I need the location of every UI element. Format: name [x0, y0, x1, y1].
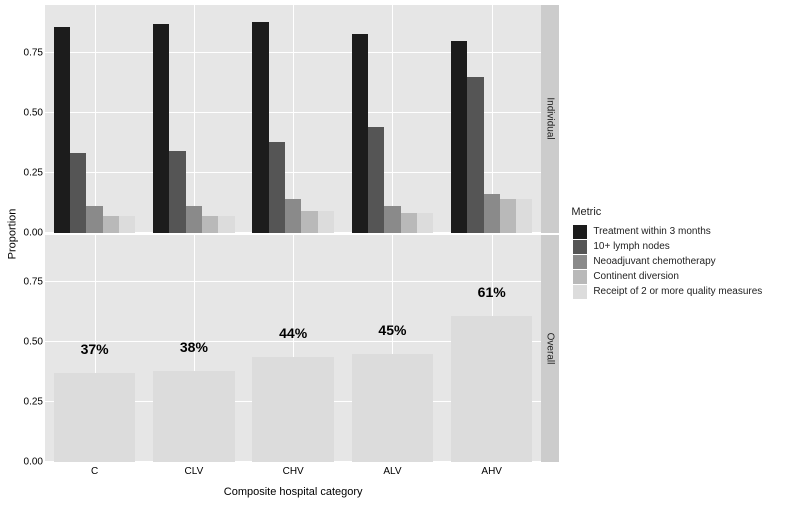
legend-item: Treatment within 3 months	[573, 225, 795, 239]
bar-value-label: 45%	[378, 322, 406, 338]
legend-item: Receipt of 2 or more quality measures	[573, 285, 795, 299]
strip-overall-text: Overall	[545, 332, 556, 364]
legend-item: 10+ lymph nodes	[573, 240, 795, 254]
legend-item: Continent diversion	[573, 270, 795, 284]
bar	[484, 194, 500, 232]
y-tick-label: 0.75	[13, 47, 43, 58]
x-axis-label: Composite hospital category	[224, 486, 363, 498]
legend-swatch	[573, 240, 587, 254]
x-tick-label: C	[91, 466, 98, 477]
legend-item: Neoadjuvant chemotherapy	[573, 255, 795, 269]
legend-title: Metric	[571, 206, 795, 218]
bar	[119, 216, 135, 233]
bar	[401, 213, 417, 232]
y-axis-bottom: 0.000.250.500.75	[5, 235, 45, 463]
bar	[186, 206, 202, 232]
bar	[86, 206, 102, 232]
bar-value-label: 61%	[478, 284, 506, 300]
plot-area: Proportion 0.000.250.500.75 Individual 0…	[5, 5, 559, 500]
chart-container: Proportion 0.000.250.500.75 Individual 0…	[0, 0, 800, 505]
bar	[352, 354, 433, 462]
legend-label: Receipt of 2 or more quality measures	[593, 286, 762, 297]
x-tick-label: ALV	[383, 466, 401, 477]
bar	[318, 211, 334, 233]
panel-overall: 0.000.250.500.75 37%38%44%45%61% Overall	[5, 235, 559, 463]
bar	[269, 142, 285, 233]
grid-line	[392, 5, 393, 233]
x-axis: Composite hospital category C CLV CHV ALV AH…	[45, 462, 541, 500]
grid-line	[194, 5, 195, 233]
bar	[417, 213, 433, 232]
bar	[54, 373, 135, 462]
strip-individual-text: Individual	[545, 98, 556, 140]
panel-individual: 0.000.250.500.75 Individual	[5, 5, 559, 233]
y-tick-label: 0.75	[13, 277, 43, 288]
bar	[285, 199, 301, 233]
bar	[368, 127, 384, 232]
bar	[301, 211, 317, 233]
bar	[169, 151, 185, 232]
bar	[153, 24, 169, 232]
legend-swatch	[573, 270, 587, 284]
y-tick-label: 0.25	[13, 167, 43, 178]
bar	[352, 34, 368, 233]
legend-swatch	[573, 255, 587, 269]
x-tick-label: CHV	[283, 466, 304, 477]
y-tick-label: 0.50	[13, 337, 43, 348]
bar	[451, 41, 467, 233]
bar	[500, 199, 516, 233]
x-tick-label: CLV	[185, 466, 204, 477]
bar	[451, 316, 532, 462]
bar	[467, 77, 483, 233]
legend-swatch	[573, 225, 587, 239]
bar	[516, 199, 532, 233]
x-tick-label: AHV	[481, 466, 502, 477]
bar	[103, 216, 119, 233]
bar	[252, 22, 268, 233]
y-tick-label: 0.50	[13, 107, 43, 118]
plot-region-individual	[45, 5, 541, 233]
bar	[70, 153, 86, 232]
bar-value-label: 38%	[180, 339, 208, 355]
strip-overall: Overall	[541, 235, 559, 463]
bar-value-label: 37%	[81, 341, 109, 357]
legend-label: Treatment within 3 months	[593, 226, 710, 237]
bar	[384, 206, 400, 232]
legend: Metric Treatment within 3 months 10+ lymp…	[559, 5, 795, 500]
legend-swatch	[573, 285, 587, 299]
bar	[54, 27, 70, 233]
bar	[252, 357, 333, 462]
y-tick-label: 0.25	[13, 397, 43, 408]
strip-individual: Individual	[541, 5, 559, 233]
bar	[153, 371, 234, 462]
y-axis-top: 0.000.250.500.75	[5, 5, 45, 233]
legend-label: 10+ lymph nodes	[593, 241, 669, 252]
legend-label: Neoadjuvant chemotherapy	[593, 256, 715, 267]
bar	[218, 216, 234, 233]
legend-label: Continent diversion	[593, 271, 679, 282]
y-tick-label: 0.00	[13, 457, 43, 468]
plot-region-overall: 37% 38% 44% 45% 61%	[45, 235, 541, 463]
bar-value-label: 44%	[279, 325, 307, 341]
grid-line	[95, 5, 96, 233]
bar	[202, 216, 218, 233]
